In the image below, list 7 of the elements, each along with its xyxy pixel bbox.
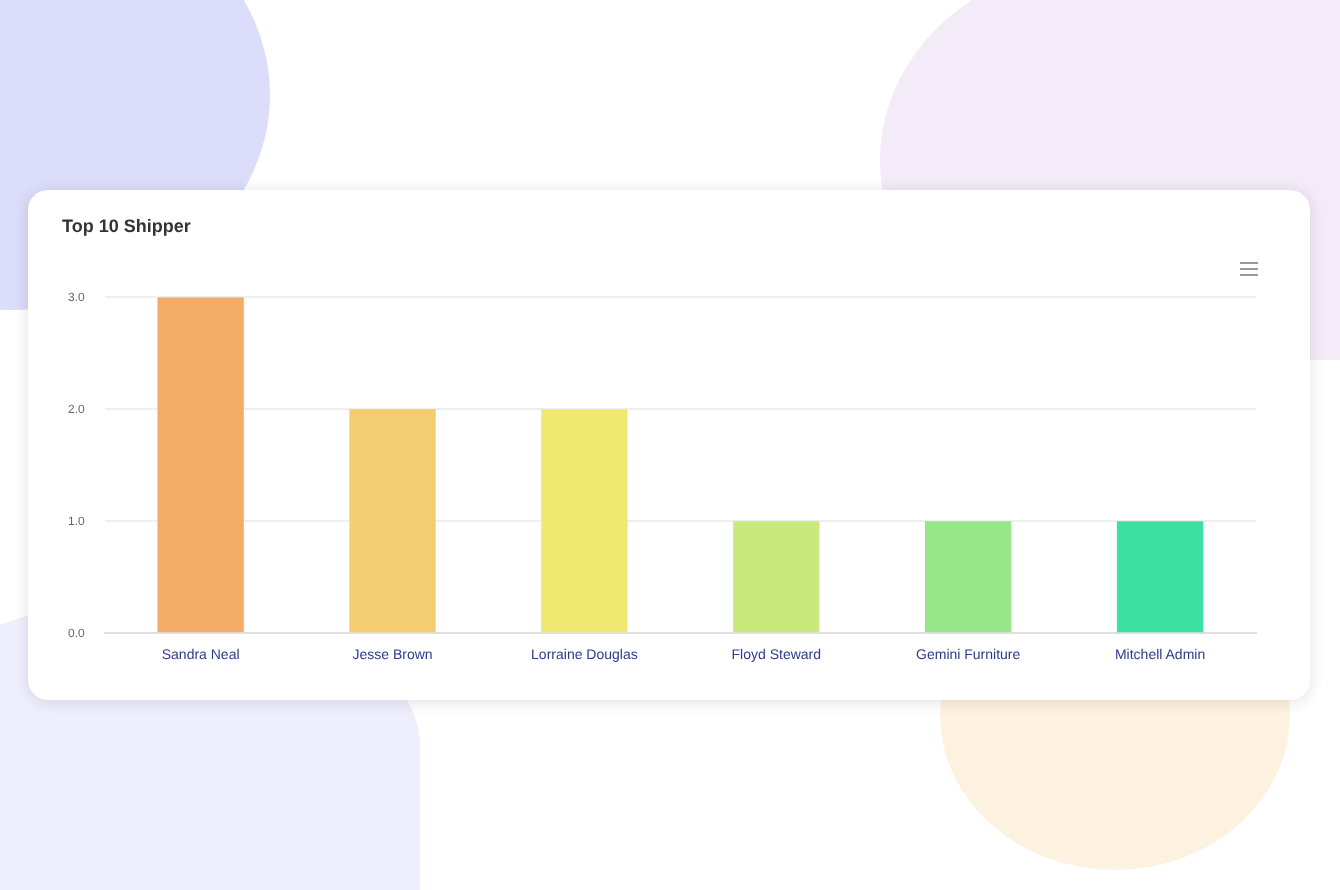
chart-title: Top 10 Shipper bbox=[62, 216, 191, 236]
bar bbox=[541, 409, 628, 633]
bar bbox=[925, 521, 1012, 633]
bar bbox=[349, 409, 436, 633]
bar bbox=[733, 521, 820, 633]
bar bbox=[1116, 521, 1204, 633]
bar bbox=[157, 297, 244, 633]
